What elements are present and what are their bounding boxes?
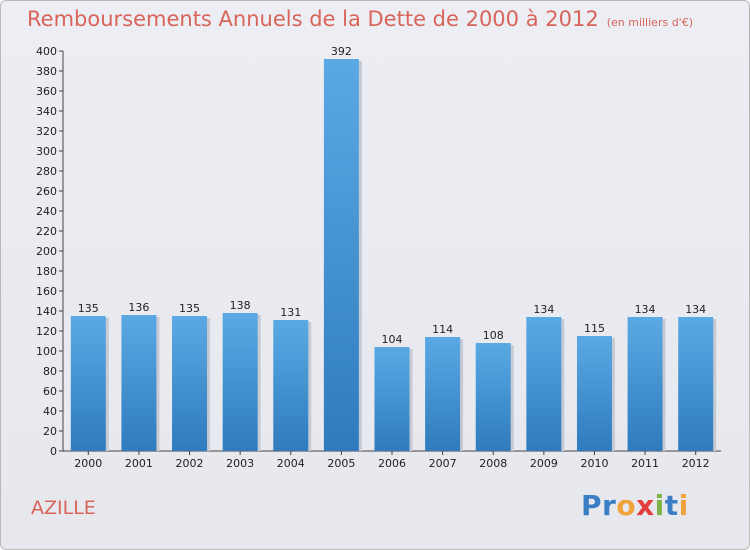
y-tick-label: 280 [36, 165, 57, 178]
y-axis: 0 20 40 60 80 100 120 140 160 180 200 220 240 260 280 3… [36, 45, 64, 458]
y-tick-label: 300 [36, 145, 57, 158]
bar-2004 [273, 320, 309, 451]
y-tick-label: 240 [36, 205, 57, 218]
value-labels-group: 135 136 135 138 131 392 104 114 108 134 115 134 134 [78, 45, 706, 346]
value-label: 392 [331, 45, 352, 58]
y-tick-label: 400 [36, 45, 57, 58]
x-tick-label: 2012 [682, 457, 710, 470]
x-tick-label: 2003 [226, 457, 254, 470]
y-tick-label: 260 [36, 185, 57, 198]
chart-title-text: Remboursements Annuels de la Dette de 20… [27, 7, 599, 31]
bar-2001 [121, 315, 157, 451]
chart-title: Remboursements Annuels de la Dette de 20… [27, 7, 693, 31]
logo-letter: x [636, 489, 655, 522]
value-label: 134 [685, 303, 706, 316]
value-label: 136 [128, 301, 149, 314]
value-label: 138 [230, 299, 251, 312]
y-tick-label: 340 [36, 105, 57, 118]
y-tick-label: 320 [36, 125, 57, 138]
value-label: 108 [483, 329, 504, 342]
value-label: 134 [533, 303, 554, 316]
bars-group [70, 59, 717, 451]
y-tick-label: 180 [36, 265, 57, 278]
value-label: 104 [382, 333, 403, 346]
logo-letter: P [581, 489, 603, 522]
bar-2002 [172, 316, 208, 451]
y-tick-label: 220 [36, 225, 57, 238]
bar-2011 [627, 317, 663, 451]
value-label: 131 [280, 306, 301, 319]
logo-letter: t [664, 489, 679, 522]
bar-2005 [323, 59, 359, 451]
y-tick-label: 100 [36, 345, 57, 358]
bar-2006 [374, 347, 410, 451]
y-tick-label: 360 [36, 85, 57, 98]
logo-letter: r [602, 489, 617, 522]
y-tick-label: 200 [36, 245, 57, 258]
value-label: 114 [432, 323, 453, 336]
x-tick-label: 2004 [277, 457, 305, 470]
logo-letter: i [654, 489, 665, 522]
x-tick-label: 2002 [176, 457, 204, 470]
logo-letter: o [616, 489, 637, 522]
x-tick-label: 2001 [125, 457, 153, 470]
x-tick-label: 2007 [429, 457, 457, 470]
bar-2010 [576, 336, 612, 451]
x-tick-label: 2011 [631, 457, 659, 470]
value-label: 134 [635, 303, 656, 316]
y-tick-label: 140 [36, 305, 57, 318]
commune-name: AZILLE [31, 497, 96, 519]
y-tick-label: 380 [36, 65, 57, 78]
y-tick-label: 120 [36, 325, 57, 338]
x-tick-label: 2009 [530, 457, 558, 470]
bar-2003 [222, 313, 258, 451]
bar-2000 [70, 316, 106, 451]
y-tick-label: 40 [43, 405, 57, 418]
proxiti-logo: Proxiti [581, 489, 689, 522]
y-tick-label: 80 [43, 365, 57, 378]
x-tick-label: 2000 [74, 457, 102, 470]
bar-2008 [475, 343, 511, 451]
bar-2007 [425, 337, 461, 451]
chart-subtitle: (en milliers d'€) [606, 16, 693, 29]
x-tick-label: 2010 [580, 457, 608, 470]
value-label: 135 [179, 302, 200, 315]
y-tick-label: 60 [43, 385, 57, 398]
x-tick-label: 2006 [378, 457, 406, 470]
x-axis: 2000 2001 2002 2003 2004 2005 2006 2007 2008 2009… [63, 450, 721, 470]
value-label: 115 [584, 322, 605, 335]
value-label: 135 [78, 302, 99, 315]
y-tick-label: 160 [36, 285, 57, 298]
logo-letter: i [678, 489, 689, 522]
y-tick-label: 0 [50, 445, 57, 458]
x-tick-label: 2005 [327, 457, 355, 470]
bar-2009 [526, 317, 562, 451]
x-tick-label: 2008 [479, 457, 507, 470]
y-tick-label: 20 [43, 425, 57, 438]
bar-2012 [678, 317, 714, 451]
